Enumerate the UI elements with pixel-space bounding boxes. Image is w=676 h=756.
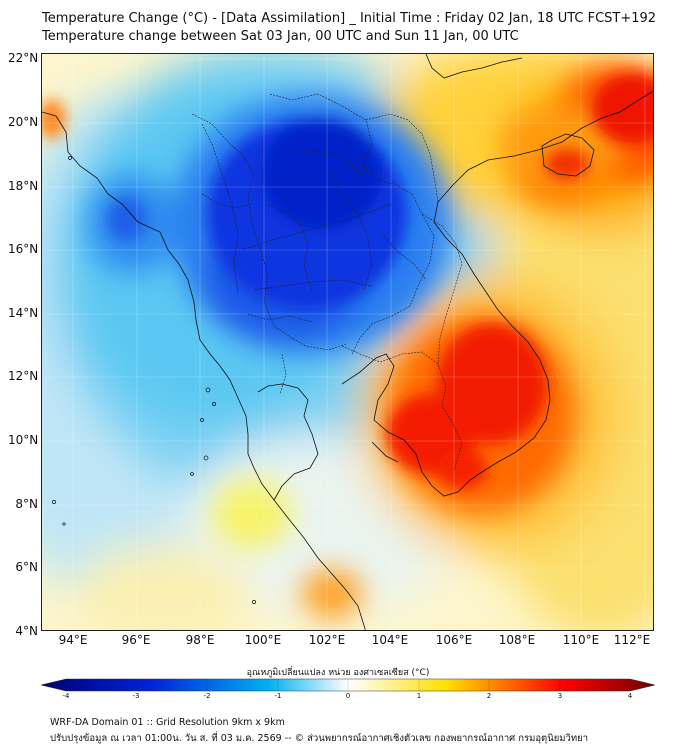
lat-label: 12°N xyxy=(8,369,39,383)
lon-label: 108°E xyxy=(498,633,536,647)
colorbar-tick-label: -3 xyxy=(132,692,140,700)
lat-label: 6°N xyxy=(15,560,38,574)
lat-label: 16°N xyxy=(8,242,39,256)
lat-label: 4°N xyxy=(15,624,38,638)
lon-label: 100°E xyxy=(244,633,282,647)
lon-label: 102°E xyxy=(308,633,346,647)
lon-label: 110°E xyxy=(562,633,600,647)
colorbar-tick-label: 2 xyxy=(486,692,492,700)
graticule xyxy=(42,54,653,630)
lat-label: 20°N xyxy=(8,115,39,129)
colorbar-title: อุณหภูมิเปลี่ยนแปลง หน่วย องศาเซลเซียส (… xyxy=(246,668,430,678)
colorbar-tick-label: 4 xyxy=(627,692,633,700)
colorbar xyxy=(40,678,656,692)
coastlines xyxy=(42,54,653,630)
lat-label: 22°N xyxy=(8,51,39,65)
footer-model-info: WRF-DA Domain 01 :: Grid Resolution 9km … xyxy=(50,717,285,728)
lon-label: 106°E xyxy=(435,633,473,647)
lon-label: 94°E xyxy=(58,633,88,647)
colorbar-tick-label: 0 xyxy=(345,692,351,700)
colorbar-tick-label: -1 xyxy=(274,692,282,700)
lat-label: 14°N xyxy=(8,306,39,320)
footer-credit: ปรับปรุงข้อมูล ณ เวลา 01:00น. วัน ส. ที่… xyxy=(50,733,589,744)
colorbar-divisions xyxy=(135,679,561,691)
islands xyxy=(52,156,256,604)
colorbar-bar xyxy=(40,678,656,692)
colorbar-tick-label: 1 xyxy=(416,692,422,700)
lat-label: 8°N xyxy=(15,497,38,511)
lon-label: 112°E xyxy=(613,633,651,647)
lon-label: 96°E xyxy=(121,633,151,647)
lat-label: 18°N xyxy=(8,179,39,193)
lon-label: 104°E xyxy=(371,633,409,647)
lon-label: 98°E xyxy=(185,633,215,647)
chart-title: Temperature Change (°C) - [Data Assimila… xyxy=(42,11,657,26)
map-field-svg xyxy=(42,54,653,630)
colorbar-tick-label: -2 xyxy=(203,692,211,700)
lat-label: 10°N xyxy=(8,433,39,447)
country-borders xyxy=(191,93,463,471)
colorbar-tick-label: 3 xyxy=(557,692,563,700)
colorbar-tick-label: -4 xyxy=(62,692,70,700)
temperature-change-map xyxy=(41,53,654,631)
chart-subtitle: Temperature change between Sat 03 Jan, 0… xyxy=(42,29,519,44)
field-extreme-layer xyxy=(42,74,653,489)
